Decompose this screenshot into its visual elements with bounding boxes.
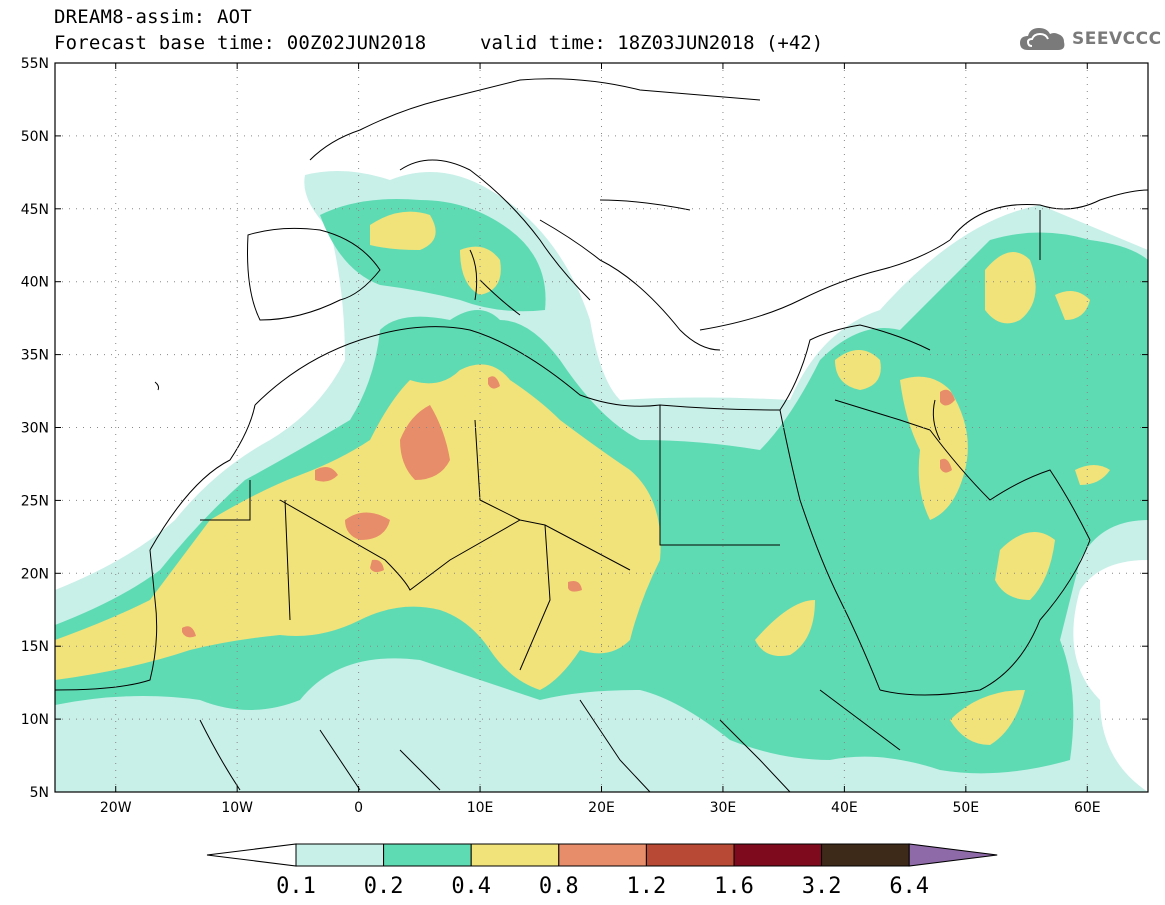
colorbar-bin	[733, 843, 823, 867]
colorbar-underflow	[206, 843, 297, 867]
colorbar-overflow	[908, 843, 998, 867]
valid-time: valid time: 18Z03JUN2018 (+42)	[480, 32, 824, 54]
colorbar-bin	[295, 843, 385, 867]
lon-tick-label: 20E	[588, 800, 615, 816]
coastlines	[55, 78, 1148, 792]
lon-tick-label: 20W	[100, 800, 132, 816]
colorbar-label: 0.4	[451, 874, 491, 899]
colorbar-label: 0.1	[276, 874, 316, 899]
seevccc-logo: SEEVCCC	[1018, 22, 1162, 56]
lat-tick-label: 20N	[21, 566, 49, 582]
colorbar-label: 3.2	[802, 874, 842, 899]
lon-tick-label: 0	[354, 800, 363, 816]
map-title: DREAM8-assim: AOT	[54, 6, 252, 28]
colorbar-label: 1.6	[714, 874, 754, 899]
lat-tick-label: 10N	[21, 712, 49, 728]
lon-tick-label: 40E	[831, 800, 858, 816]
lat-tick-label: 35N	[21, 348, 49, 364]
colorbar-label: 6.4	[889, 874, 929, 899]
lat-tick-label: 55N	[21, 56, 49, 72]
colorbar-label: 1.2	[627, 874, 667, 899]
colorbar: 0.1 0.2 0.4 0.8 1.2 1.6 3.2 6.4	[206, 843, 998, 899]
lon-tick-label: 10W	[221, 800, 253, 816]
lat-tick-label: 25N	[21, 493, 49, 509]
forecast-base-time: Forecast base time: 00Z02JUN2018	[54, 32, 427, 54]
colorbar-bin	[645, 843, 735, 867]
lat-tick-label: 40N	[21, 275, 49, 291]
lat-tick-label: 30N	[21, 421, 49, 437]
colorbar-bin	[821, 843, 910, 867]
lat-tick-label: 5N	[30, 785, 49, 801]
colorbar-bin	[383, 843, 472, 867]
lat-axis: 55N 50N 45N 40N 35N 30N 25N 20N 15N 10N 5N	[21, 56, 1148, 801]
colorbar-bin	[558, 843, 647, 867]
colorbar-label: 0.8	[539, 874, 579, 899]
lon-tick-label: 60E	[1074, 800, 1101, 816]
lon-tick-label: 30E	[710, 800, 737, 816]
lon-tick-label: 50E	[952, 800, 979, 816]
colorbar-label: 0.2	[364, 874, 404, 899]
lon-tick-label: 10E	[467, 800, 494, 816]
lat-tick-label: 50N	[21, 129, 49, 145]
lat-tick-label: 15N	[21, 639, 49, 655]
logo-text: SEEVCCC	[1072, 29, 1162, 49]
gridlines	[55, 63, 1148, 792]
colorbar-bin	[470, 843, 560, 867]
lat-tick-label: 45N	[21, 202, 49, 218]
cloud-icon	[1020, 28, 1065, 50]
lon-axis: 20W 10W 0 10E 20E 30E 40E 50E 60E	[100, 63, 1101, 816]
